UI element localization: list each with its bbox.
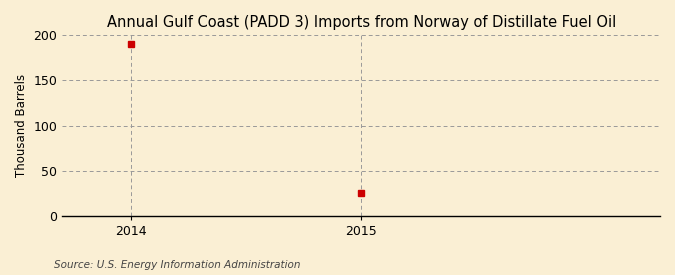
Y-axis label: Thousand Barrels: Thousand Barrels bbox=[15, 74, 28, 177]
Title: Annual Gulf Coast (PADD 3) Imports from Norway of Distillate Fuel Oil: Annual Gulf Coast (PADD 3) Imports from … bbox=[107, 15, 616, 30]
Text: Source: U.S. Energy Information Administration: Source: U.S. Energy Information Administ… bbox=[54, 260, 300, 270]
